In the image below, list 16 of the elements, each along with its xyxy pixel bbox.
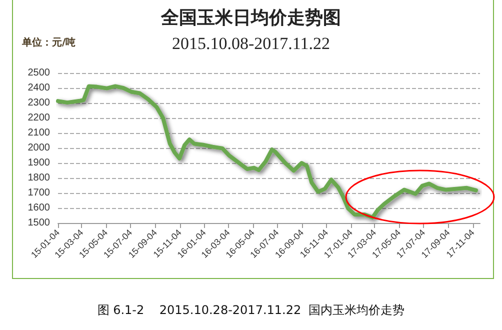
caption: 图 6.1-2 2015.10.28-2017.11.22 国内玉米均价走势 — [97, 303, 405, 317]
chart-title: 全国玉米日均价走势图 — [160, 8, 341, 28]
y-tick-label: 2000 — [28, 142, 50, 154]
y-tick-label: 2400 — [28, 82, 50, 94]
y-tick-label: 1700 — [28, 188, 50, 198]
line-series — [56, 84, 478, 220]
y-tick-label: 2100 — [28, 128, 50, 138]
y-tick-label: 2500 — [28, 68, 50, 78]
chart-subtitle: 2015.10.08-2017.11.22 — [172, 34, 330, 53]
y-tick-label: 2300 — [28, 98, 50, 108]
y-tick-label: 2200 — [28, 112, 50, 124]
y-tick-label: 1500 — [28, 218, 50, 228]
y-tick-label: 1600 — [28, 202, 50, 214]
y-tick-label: 1800 — [28, 172, 50, 184]
y-axis-title: 单位：元/吨 — [21, 36, 76, 48]
y-tick-label: 1900 — [28, 158, 50, 168]
